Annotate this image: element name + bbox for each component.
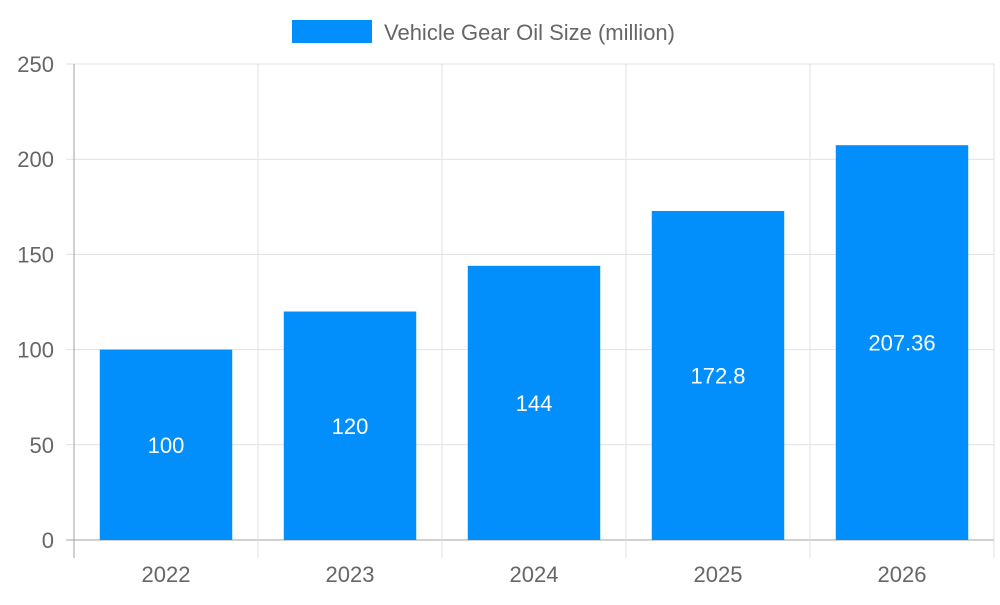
y-tick-label: 100 [17, 338, 54, 363]
bar-2025 [651, 210, 785, 540]
x-tick-label: 2024 [510, 562, 559, 587]
bar-2023 [283, 311, 417, 540]
bar-2022 [99, 349, 233, 540]
data-label: 207.36 [868, 331, 935, 356]
x-tick-label: 2025 [694, 562, 743, 587]
x-tick-label: 2023 [326, 562, 375, 587]
y-tick-label: 50 [30, 433, 54, 458]
y-tick-label: 250 [17, 52, 54, 77]
legend-label: Vehicle Gear Oil Size (million) [384, 20, 675, 45]
x-tick-label: 2022 [142, 562, 191, 587]
bar-2024 [467, 265, 601, 540]
data-label: 100 [148, 433, 185, 458]
data-label: 172.8 [690, 363, 745, 388]
y-tick-label: 200 [17, 147, 54, 172]
y-tick-label: 0 [42, 528, 54, 553]
y-tick-label: 150 [17, 242, 54, 267]
data-label: 120 [332, 414, 369, 439]
axes: 0 50 100 150 200 250 2022 2023 2024 2025 2026 [17, 52, 926, 587]
bars: 100 120 144 172.8 207.36 [99, 145, 969, 540]
legend-swatch [292, 20, 372, 43]
legend[interactable]: Vehicle Gear Oil Size (million) [292, 20, 675, 45]
data-label: 144 [516, 391, 553, 416]
bar-2026 [835, 145, 969, 540]
x-tick-label: 2026 [878, 562, 927, 587]
